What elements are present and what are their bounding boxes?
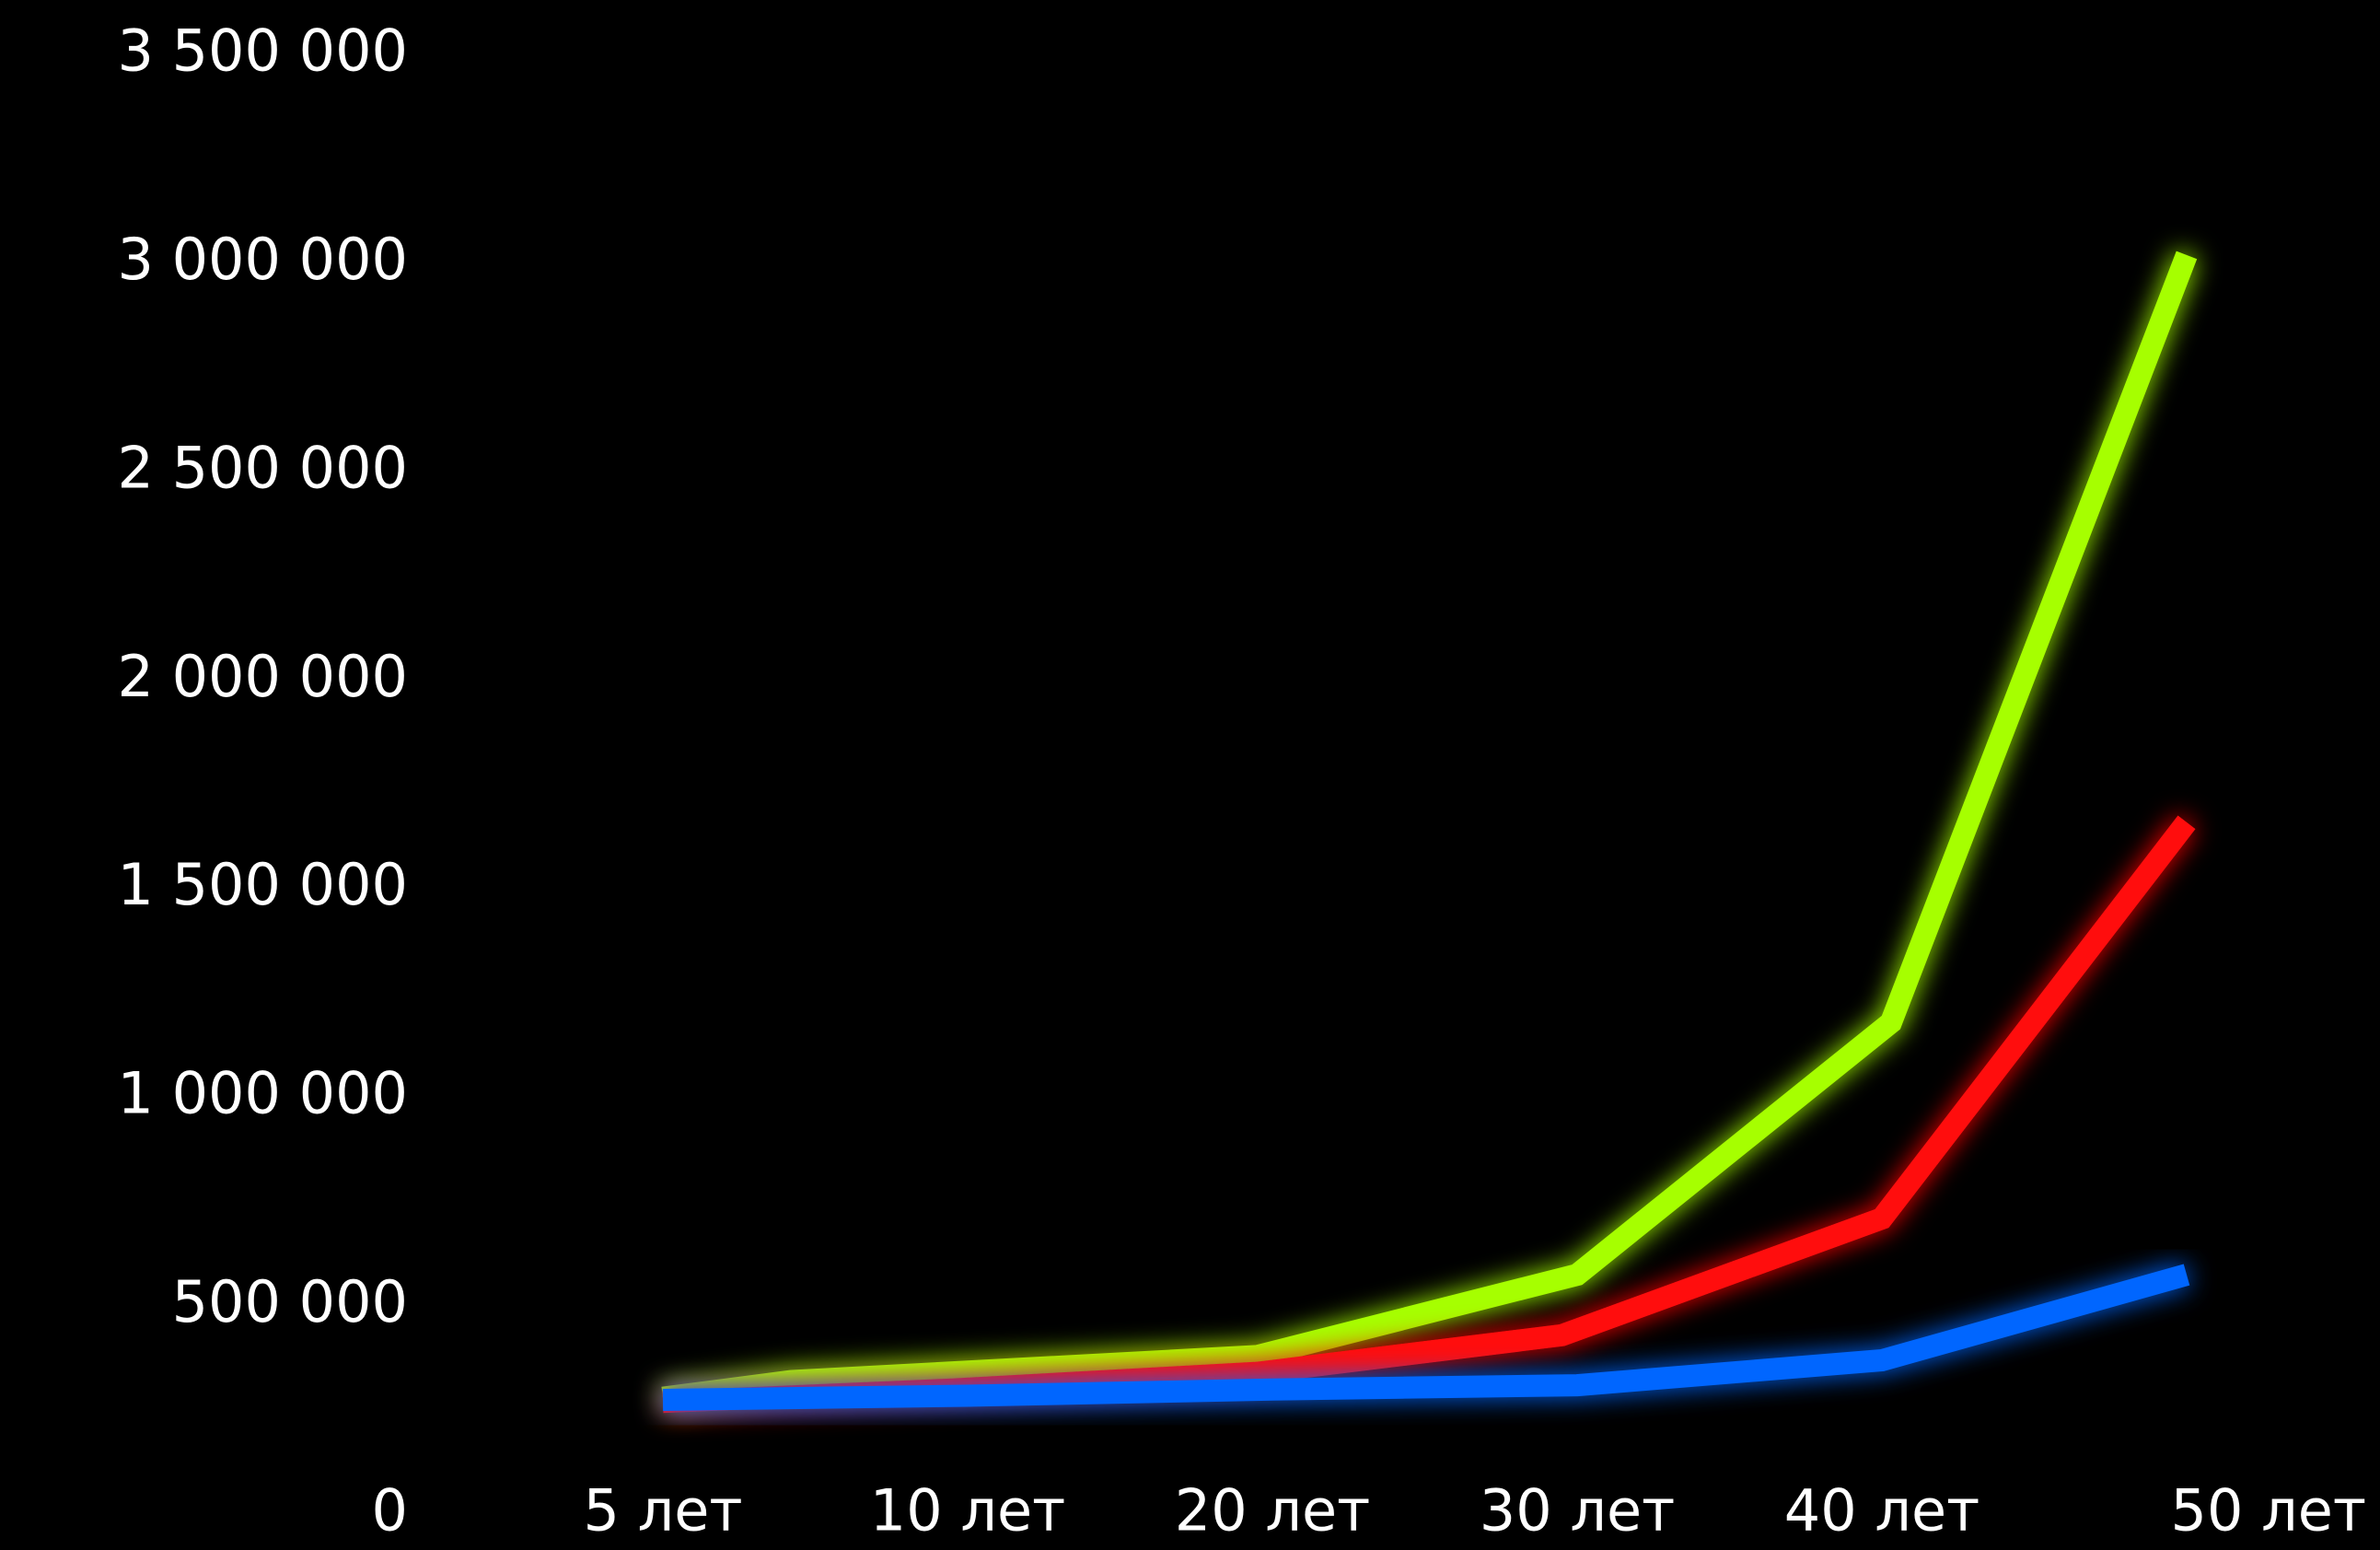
x-tick-label: 5 лет (583, 1477, 742, 1544)
x-axis: 5 лет 10 лет 20 лет 30 лет 40 лет 50 лет (583, 1477, 2366, 1544)
x-tick-label: 50 лет (2171, 1477, 2367, 1544)
x-tick-label: 10 лет (870, 1477, 1066, 1544)
series-line-2 (662, 1264, 2190, 1411)
y-tick-label: 2 000 000 (117, 643, 408, 710)
series-layer (661, 251, 2198, 1414)
y-tick-label: 1 500 000 (117, 851, 408, 918)
y-tick-label: 1 000 000 (117, 1060, 408, 1127)
y-axis: 0 500 000 1 000 000 1 500 000 2 000 000 2 500… (117, 17, 408, 1544)
y-tick-label: 0 (372, 1477, 408, 1544)
y-tick-label: 3 000 000 (117, 226, 408, 293)
y-tick-label: 500 000 (172, 1268, 408, 1335)
x-tick-label: 40 лет (1784, 1477, 1980, 1544)
x-tick-label: 20 лет (1175, 1477, 1371, 1544)
y-tick-label: 3 500 000 (117, 17, 408, 85)
series-line-0 (661, 251, 2198, 1409)
y-tick-label: 2 500 000 (117, 434, 408, 501)
x-tick-label: 30 лет (1480, 1477, 1676, 1544)
